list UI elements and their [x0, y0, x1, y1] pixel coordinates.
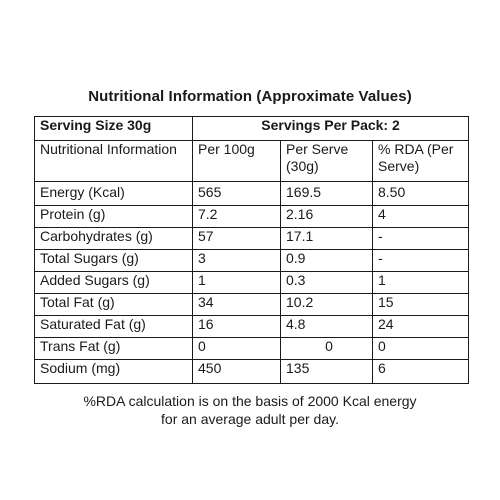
column-header-row: Nutritional Information Per 100g Per Ser… [34, 140, 470, 182]
table-row: Added Sugars (g) 1 0.3 1 [34, 271, 470, 294]
per-serve-value: 4.8 [280, 315, 373, 338]
per-100g-value: 3 [192, 249, 281, 272]
table-row: Trans Fat (g) 0 0 0 [34, 337, 470, 360]
serving-size: Serving Size 30g [34, 116, 193, 141]
per-serve-value: 169.5 [280, 181, 373, 206]
per-serve-value: 0 [280, 337, 373, 360]
rda-value: 15 [371, 293, 470, 316]
nutrient-name: Total Sugars (g) [34, 249, 193, 272]
nutrition-table: Serving Size 30g Servings Per Pack: 2 Nu… [34, 116, 470, 384]
rda-value: 8.50 [371, 181, 470, 206]
rda-value: 6 [371, 359, 470, 384]
rda-value: 1 [371, 271, 470, 294]
table-row: Total Fat (g) 34 10.2 15 [34, 293, 470, 316]
per-100g-value: 7.2 [192, 205, 281, 228]
rda-value: 24 [371, 315, 470, 338]
per-serve-value: 10.2 [280, 293, 373, 316]
nutrient-name: Protein (g) [34, 205, 193, 228]
column-header-per-100g: Per 100g [192, 140, 281, 182]
column-header-nutrient: Nutritional Information [34, 140, 193, 182]
per-100g-value: 1 [192, 271, 281, 294]
nutrient-name: Saturated Fat (g) [34, 315, 193, 338]
per-serve-value: 17.1 [280, 227, 373, 250]
per-100g-value: 565 [192, 181, 281, 206]
rda-value: - [371, 227, 470, 250]
table-row: Total Sugars (g) 3 0.9 - [34, 249, 470, 272]
per-serve-value: 0.9 [280, 249, 373, 272]
per-100g-value: 34 [192, 293, 281, 316]
rda-value: - [371, 249, 470, 272]
nutrient-name: Energy (Kcal) [34, 181, 193, 206]
per-serve-value: 2.16 [280, 205, 373, 228]
nutrient-name: Added Sugars (g) [34, 271, 193, 294]
column-header-per-serve: Per Serve (30g) [280, 140, 373, 182]
table-row: Protein (g) 7.2 2.16 4 [34, 205, 470, 228]
table-row: Energy (Kcal) 565 169.5 8.50 [34, 181, 470, 206]
per-100g-value: 450 [192, 359, 281, 384]
nutrient-name: Sodium (mg) [34, 359, 193, 384]
per-serve-value: 0.3 [280, 271, 373, 294]
footnote-line-2: for an average adult per day. [161, 411, 339, 427]
footnote-line-1: %RDA calculation is on the basis of 2000… [83, 393, 417, 409]
rda-footnote: %RDA calculation is on the basis of 2000… [0, 392, 500, 428]
per-100g-value: 0 [192, 337, 281, 360]
serving-header-row: Serving Size 30g Servings Per Pack: 2 [34, 116, 470, 141]
table-row: Carbohydrates (g) 57 17.1 - [34, 227, 470, 250]
rda-value: 4 [371, 205, 470, 228]
table-row: Saturated Fat (g) 16 4.8 24 [34, 315, 470, 338]
nutrient-name: Carbohydrates (g) [34, 227, 193, 250]
servings-per-pack: Servings Per Pack: 2 [191, 116, 470, 141]
nutrient-name: Trans Fat (g) [34, 337, 193, 360]
nutrient-name: Total Fat (g) [34, 293, 193, 316]
table-title: Nutritional Information (Approximate Val… [88, 88, 412, 105]
table-row: Sodium (mg) 450 135 6 [34, 359, 470, 384]
rda-value: 0 [371, 337, 470, 360]
per-serve-value: 135 [280, 359, 373, 384]
per-100g-value: 57 [192, 227, 281, 250]
column-header-rda: % RDA (Per Serve) [371, 140, 470, 182]
per-100g-value: 16 [192, 315, 281, 338]
